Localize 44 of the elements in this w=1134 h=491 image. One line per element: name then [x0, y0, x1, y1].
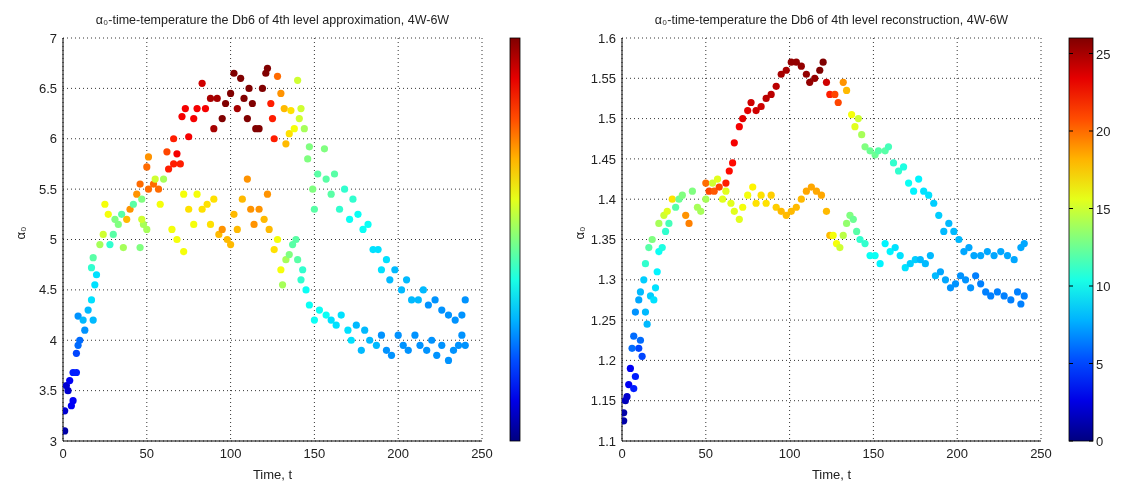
x-tick-label: 150: [862, 446, 885, 462]
color-bar-label: 20: [1096, 124, 1111, 139]
y-tick-label: 1.55: [590, 70, 616, 86]
y-tick-label: 1.6: [597, 30, 616, 46]
x-tick-label: 250: [471, 446, 493, 462]
color-bar-label: 15: [1096, 201, 1111, 217]
x-axis-title: Time, t: [811, 467, 852, 482]
y-tick-label: 4.5: [38, 282, 57, 298]
y-tick-label: 1.1: [597, 433, 616, 449]
y-tick-label: 1.15: [590, 393, 616, 409]
x-tick-label: 250: [1030, 446, 1052, 462]
y-tick-label: 6.5: [38, 80, 57, 96]
y-tick-label: 1.5: [597, 111, 616, 127]
y-tick-label: 1.45: [590, 151, 616, 167]
y-tick-label: 7: [49, 30, 57, 46]
x-tick-label: 100: [219, 446, 242, 462]
color-bar-label: 25: [1096, 46, 1111, 62]
color-bar-label: 5: [1096, 356, 1104, 372]
y-tick-label: 1.4: [597, 191, 616, 207]
x-tick-label: 200: [387, 446, 410, 462]
y-tick-label: 1.35: [590, 232, 616, 248]
color-bar-label: 10: [1096, 279, 1111, 294]
chart-title: α₀-time-temperature the Db6 of 4th level reconstruction, 4W-6W: [654, 13, 1009, 27]
y-tick-label: 3: [49, 433, 57, 449]
x-tick-label: 0: [59, 446, 67, 462]
x-tick-label: 50: [698, 446, 714, 462]
y-tick-label: 6: [49, 131, 57, 147]
x-tick-label: 200: [946, 446, 969, 462]
x-tick-label: 150: [303, 446, 326, 462]
chart-title: α₀-time-temperature the Db6 of 4th level approximation, 4W-6W: [95, 13, 450, 27]
y-tick-label: 5: [49, 232, 57, 248]
color-bar-label: 0: [1096, 434, 1104, 449]
y-tick-label: 1.25: [590, 312, 616, 328]
x-axis-title: Time, t: [252, 467, 293, 482]
y-axis-title: α₀: [12, 226, 28, 240]
y-tick-label: 3.5: [38, 383, 57, 399]
y-tick-label: 1.3: [597, 272, 616, 288]
y-tick-label: 1.2: [597, 353, 616, 369]
y-tick-label: 5.5: [38, 181, 57, 197]
x-tick-label: 50: [139, 446, 155, 462]
x-tick-label: 100: [778, 446, 801, 462]
y-tick-label: 4: [49, 332, 57, 348]
y-axis-title: α₀: [571, 226, 587, 240]
x-tick-label: 0: [618, 446, 626, 462]
